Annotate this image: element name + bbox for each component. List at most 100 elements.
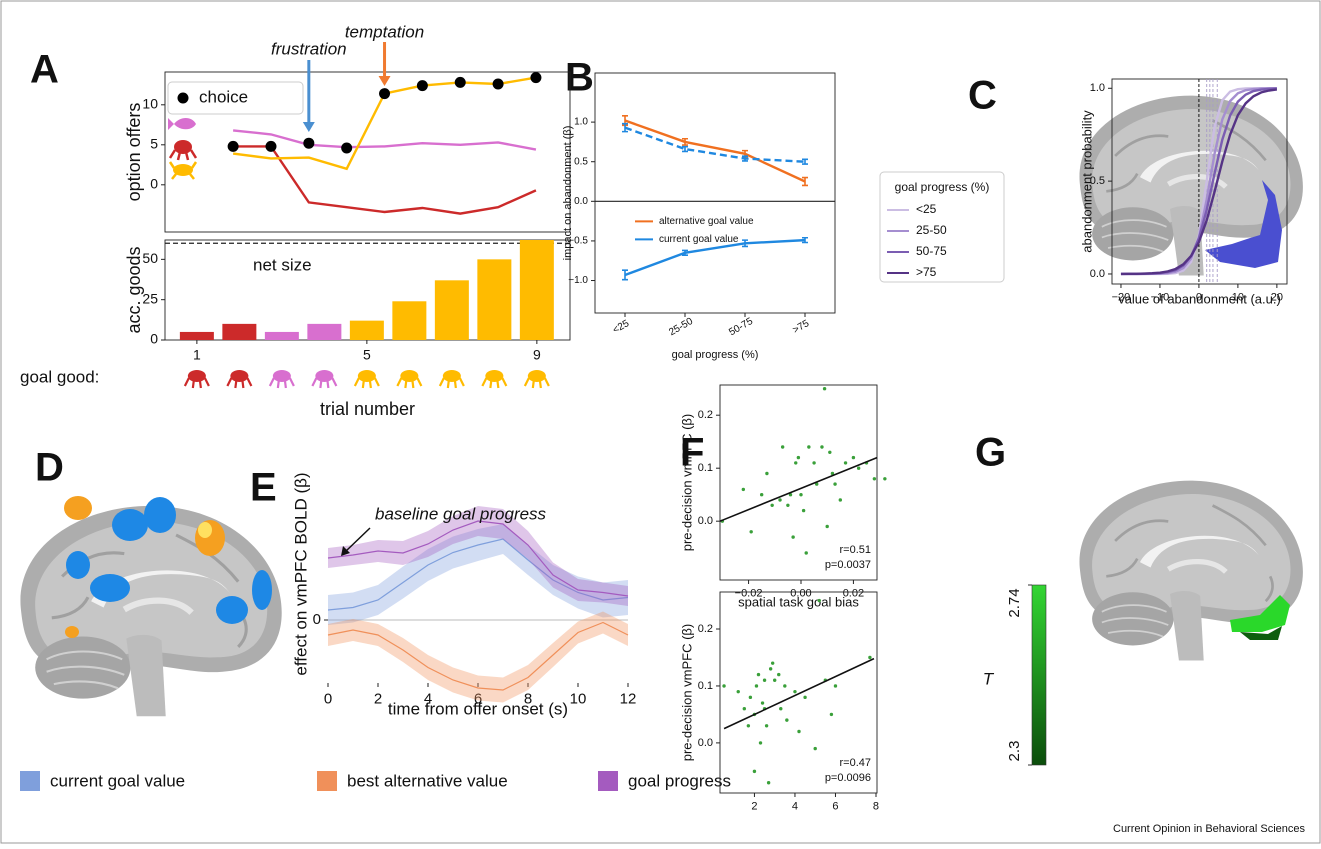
panel-letter: F [680, 431, 704, 475]
y-tick-label: 0 [150, 331, 158, 347]
data-point [227, 140, 239, 152]
legend-title: goal progress (%) [895, 180, 990, 194]
data-line [624, 126, 806, 163]
goal-icon [268, 377, 295, 389]
data-line [624, 238, 806, 277]
error-bar [682, 249, 688, 256]
activation-blob [1230, 595, 1290, 632]
data-point [785, 718, 789, 722]
data-point [749, 530, 753, 534]
data-point [748, 695, 753, 700]
annotation: baseline goal progress [375, 504, 547, 523]
bar [434, 280, 469, 340]
annotation: frustration [271, 39, 347, 58]
panel-letter: G [975, 431, 1006, 475]
panel-letter: E [250, 466, 277, 510]
data-point [764, 724, 769, 728]
x-tick-label: 4 [424, 690, 432, 707]
data-point [762, 678, 767, 682]
x-tick-label: >75 [791, 318, 812, 336]
y-tick-label: 0.2 [698, 623, 713, 635]
fit-line [719, 456, 878, 522]
x-tick-label: 50-75 [727, 316, 755, 339]
data-point [766, 781, 771, 785]
y-axis-label: option offers [124, 103, 144, 202]
goal-icon [226, 377, 253, 389]
data-line [327, 621, 629, 691]
goal-icon [442, 370, 461, 382]
data-point [756, 672, 761, 677]
data-point [303, 137, 315, 149]
activation-blobs [64, 496, 272, 638]
data-point [746, 724, 751, 728]
x-tick-label: 5 [363, 347, 371, 363]
colorbar-tick-label: 2.74 [1006, 588, 1023, 617]
bar [179, 331, 214, 340]
data-point [759, 492, 764, 497]
error-band [328, 506, 628, 606]
y-tick-label: 0.0 [698, 737, 713, 749]
data-point [772, 678, 777, 682]
x-tick-label: 6 [832, 801, 838, 813]
goal-icon [438, 377, 465, 389]
legend-marker [177, 92, 189, 104]
y-tick-label: 0.5 [574, 156, 588, 167]
data-point [838, 498, 843, 502]
y-tick-label: 0.0 [1090, 268, 1105, 280]
data-point [801, 508, 806, 513]
x-tick-label: −0.02 [735, 588, 763, 600]
data-line [233, 145, 537, 215]
goal-label: goal good: [20, 367, 99, 386]
stat-label: p=0.0037 [825, 559, 871, 571]
data-point [803, 695, 807, 700]
data-point [829, 712, 834, 717]
data-point [883, 477, 887, 481]
x-tick-label: 12 [620, 690, 637, 707]
data-point [804, 551, 808, 555]
option-icons [168, 118, 198, 180]
data-point [797, 729, 801, 734]
annotation-arrow [344, 527, 371, 553]
legend-label: choice [199, 87, 248, 106]
goal-icon [230, 370, 249, 382]
x-tick-label: 2 [374, 690, 382, 707]
x-axis-label: trial number [320, 399, 415, 419]
data-point [379, 88, 391, 100]
x-tick-label: 4 [792, 801, 798, 813]
colorbar-label: T [983, 669, 995, 688]
legend-label: current goal value [659, 234, 739, 245]
data-line [233, 129, 537, 151]
data-point [812, 461, 816, 465]
x-tick-label: <25 [611, 318, 632, 336]
legend-box [167, 81, 304, 115]
plot-frame [719, 384, 878, 581]
data-line [327, 520, 629, 597]
legend-label: <25 [916, 202, 937, 216]
legend-swatch [20, 771, 40, 791]
legend-label: best alternative value [347, 771, 508, 790]
bar [222, 323, 257, 340]
x-axis-label: goal progress (%) [672, 349, 759, 361]
goal-icon [481, 377, 508, 389]
data-point [872, 477, 877, 481]
data-point [777, 672, 781, 677]
bar [519, 240, 554, 340]
data-point [820, 445, 824, 449]
y-tick-label: 0.2 [698, 409, 713, 421]
y-axis-label: abandonment probability [1079, 110, 1094, 253]
error-bar [802, 236, 808, 244]
data-point [833, 482, 837, 486]
data-point [825, 524, 829, 529]
goal-icon [187, 370, 206, 382]
error-bar [742, 239, 748, 248]
activation-blob [1240, 626, 1282, 640]
data-point [780, 445, 785, 449]
panel-letter: D [35, 446, 64, 490]
data-point [760, 701, 765, 705]
goal-icon [396, 377, 423, 389]
x-tick-label: 0 [324, 690, 332, 707]
x-axis-label: value of abandonment (a.u.) [1118, 291, 1281, 306]
y-tick-label: −1.0 [568, 275, 588, 286]
legend-label: goal progress [628, 771, 731, 790]
